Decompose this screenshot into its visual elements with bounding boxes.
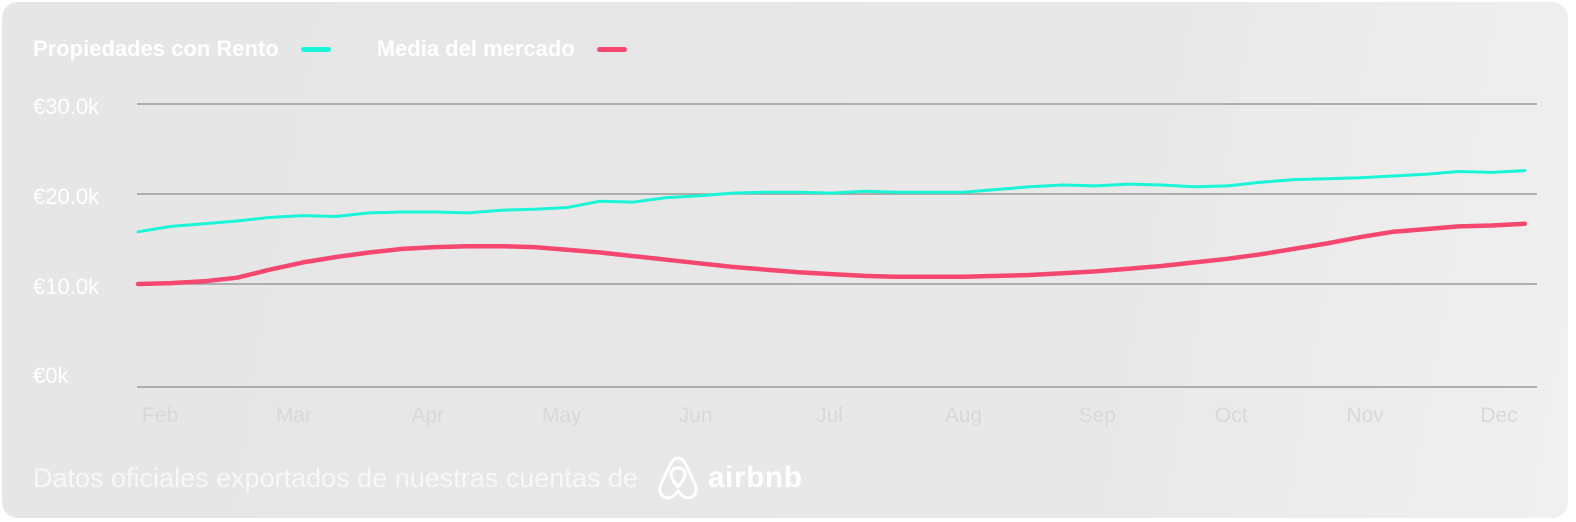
y-tick-label: €0k xyxy=(33,363,69,388)
legend: Propiedades con Rento Media del mercado xyxy=(33,36,673,62)
footer: Datos oficiales exportados de nuestras c… xyxy=(33,454,803,502)
legend-swatch-rento xyxy=(300,46,331,52)
y-tick-label: €10.0k xyxy=(33,274,100,299)
x-tick-label: Oct xyxy=(1215,404,1248,427)
x-tick-label: Jun xyxy=(679,404,713,427)
y-tick-label: €30.0k xyxy=(33,94,100,119)
series-line-rento xyxy=(136,169,1527,234)
series-line-market xyxy=(135,221,1528,287)
line-chart: €30.0k €20.0k €10.0k €0k Feb Mar Apr May Jun Jul A… xyxy=(33,94,1537,427)
legend-item-market: Media del mercado xyxy=(377,36,627,62)
legend-label-rento: Propiedades con Rento xyxy=(33,36,279,61)
y-tick-label: €20.0k xyxy=(33,184,100,209)
x-tick-label: Apr xyxy=(411,404,444,427)
x-tick-label: Nov xyxy=(1346,404,1384,427)
legend-label-market: Media del mercado xyxy=(376,36,575,61)
legend-swatch-market xyxy=(596,46,627,52)
airbnb-logo-icon xyxy=(658,456,698,500)
x-tick-label: Mar xyxy=(276,404,312,427)
x-tick-label: Feb xyxy=(142,404,178,427)
x-tick-label: Dec xyxy=(1480,404,1517,427)
footer-text: Datos oficiales exportados de nuestras c… xyxy=(33,462,638,493)
brand-wordmark: airbnb xyxy=(707,461,803,494)
x-tick-label: Sep xyxy=(1079,404,1116,427)
x-tick-label: Aug xyxy=(945,404,982,427)
brand: airbnb xyxy=(656,454,803,502)
x-tick-label: May xyxy=(542,404,582,427)
x-tick-label: Jul xyxy=(816,404,843,427)
legend-item-rento: Propiedades con Rento xyxy=(33,36,331,62)
